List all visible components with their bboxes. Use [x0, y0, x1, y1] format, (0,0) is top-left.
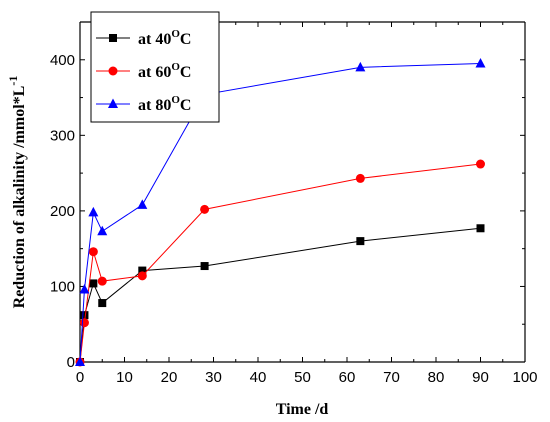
data-point: [355, 61, 366, 72]
legend-label: at 40OC: [138, 28, 191, 48]
x-tick-label: 40: [250, 369, 267, 386]
data-point: [80, 311, 89, 320]
series-3: [75, 58, 486, 366]
y-axis-title-main: Reduction of alkalinity /mmol*L: [11, 86, 28, 309]
x-tick-label: 90: [472, 369, 489, 386]
y-axis-title-sup: -1: [6, 76, 20, 86]
data-point: [138, 266, 147, 275]
legend-label: at 80OC: [138, 94, 191, 114]
data-point: [79, 283, 90, 294]
data-point: [79, 318, 89, 328]
data-point: [98, 299, 107, 308]
x-axis-title: Time /d: [276, 401, 329, 418]
y-axis-title: Reduction of alkalinity /mmol*L-1: [6, 76, 28, 309]
x-tick-label: 70: [383, 369, 400, 386]
y-tick-label: 0: [67, 354, 75, 371]
legend: at 40OC at 60OC at 80OC: [90, 11, 220, 123]
data-point: [97, 225, 108, 236]
x-tick-label: 30: [205, 369, 222, 386]
x-tick-label: 50: [294, 369, 311, 386]
x-tick-label: 0: [76, 369, 84, 386]
series-line: [79, 227, 481, 363]
x-tick-label: 80: [428, 369, 445, 386]
x-ticks: 0 10 20 30 40 50 60 70 80 90 100: [76, 22, 538, 386]
data-point: [97, 276, 107, 286]
x-tick-label: 20: [161, 369, 178, 386]
data-point: [356, 237, 365, 246]
data-point: [137, 199, 148, 209]
data-point: [137, 271, 147, 281]
data-point: [476, 224, 485, 233]
data-point: [476, 159, 485, 169]
legend-marker: [109, 34, 117, 42]
data-point: [88, 247, 98, 257]
y-tick-label: 300: [50, 127, 75, 144]
y-tick-label: 100: [50, 278, 75, 295]
legend-item: at 40OC: [96, 28, 191, 48]
data-point: [200, 204, 210, 214]
series-layer: [75, 58, 486, 367]
legend-marker: [108, 98, 118, 108]
series-line: [79, 63, 481, 363]
legend-label: at 60OC: [138, 61, 191, 81]
y-tick-label: 200: [50, 203, 75, 220]
y-tick-label: 400: [50, 52, 75, 69]
legend-item: at 80OC: [96, 94, 191, 114]
series-1: [76, 224, 485, 366]
y-ticks: 0 100 200 300 400: [50, 52, 525, 371]
series-2: [75, 159, 485, 367]
x-tick-label: 10: [116, 369, 133, 386]
data-point: [88, 206, 99, 217]
x-tick-label: 100: [512, 369, 537, 386]
data-point: [200, 262, 209, 271]
legend-marker: [108, 66, 118, 76]
data-point: [75, 356, 85, 366]
series-line: [79, 163, 481, 363]
data-point: [89, 279, 98, 288]
legend-item: at 60OC: [96, 61, 191, 81]
data-point: [355, 173, 365, 183]
x-tick-label: 60: [339, 369, 356, 386]
data-point: [475, 58, 486, 68]
